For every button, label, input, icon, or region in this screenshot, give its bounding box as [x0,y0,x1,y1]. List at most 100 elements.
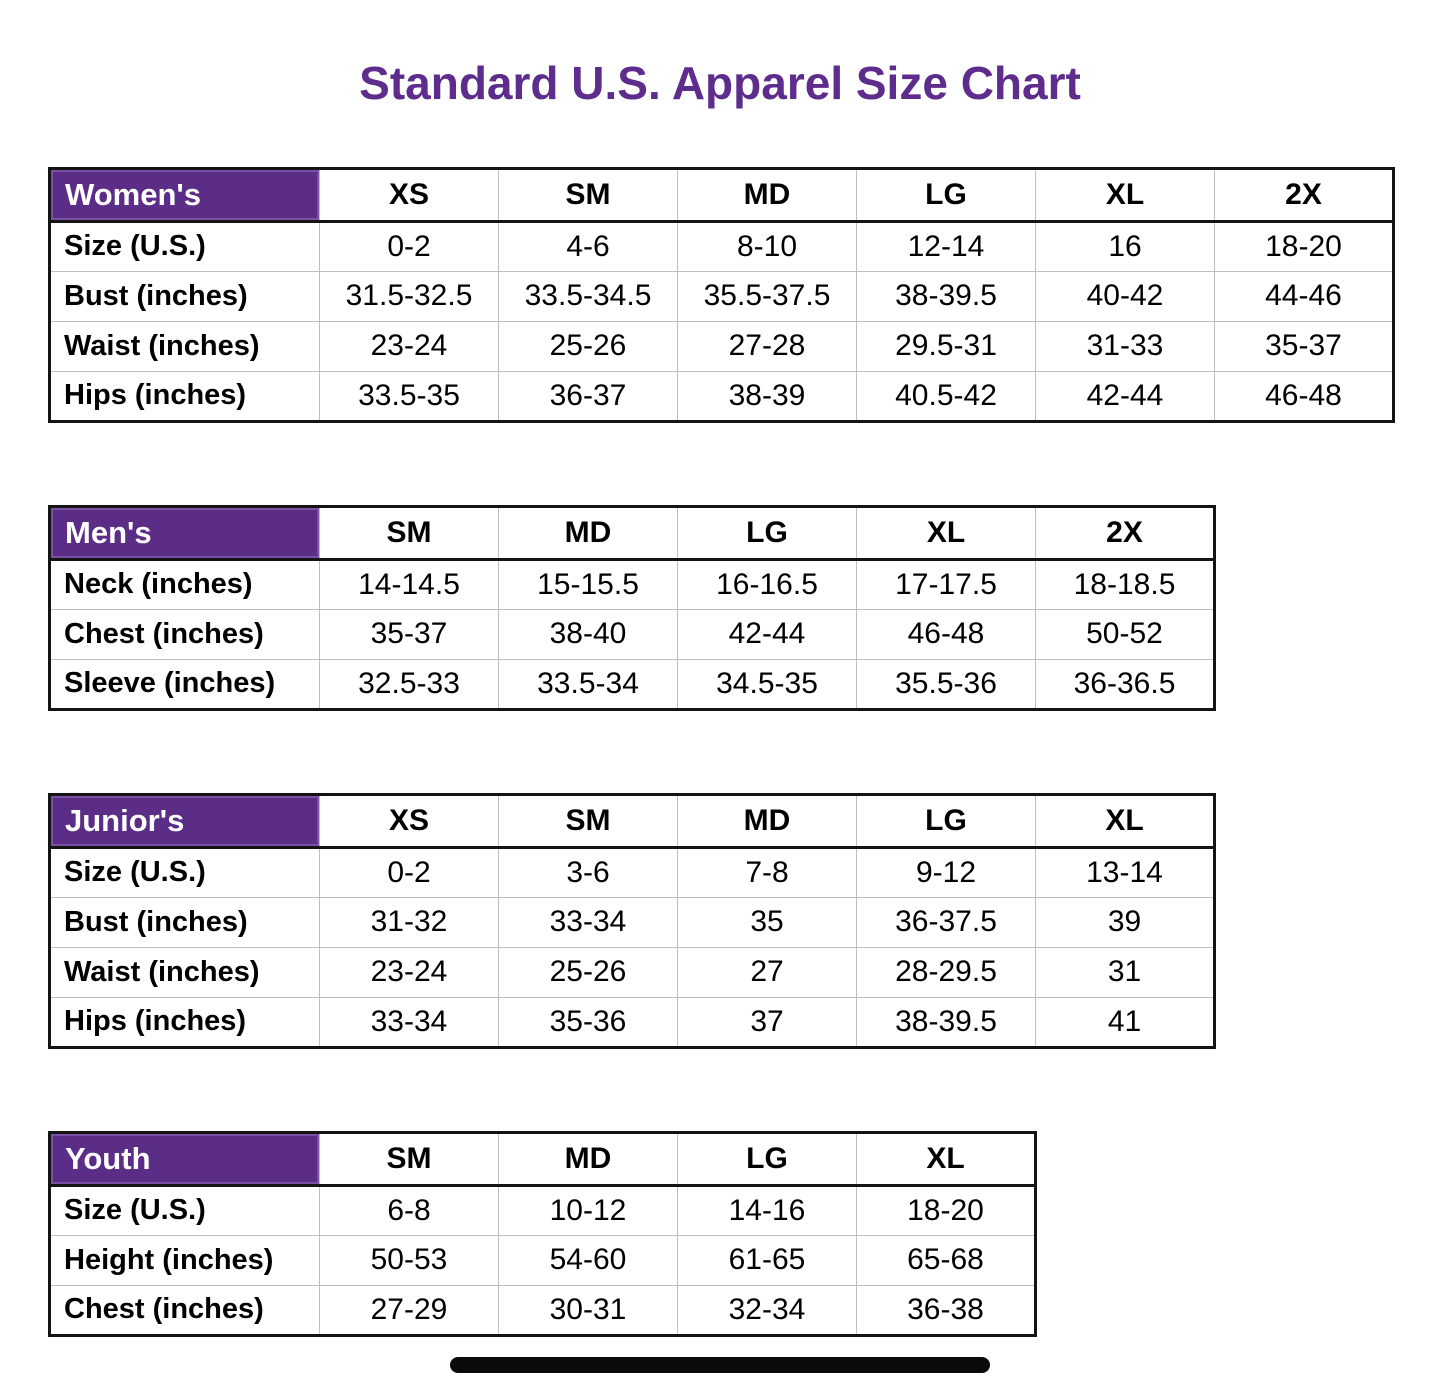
size-table-mens: Men's SM MD LG XL 2X Neck (inches) 14-14.5 15-15… [48,504,1216,711]
size-tables: Women's XS SM MD LG XL 2X Size (U.S.) 0-2 4-6 8-10… [48,166,1440,1337]
row-label: Size (U.S.) [49,220,320,272]
data-cell: 41 [1035,996,1215,1048]
row-label: Size (U.S.) [49,1184,320,1236]
data-cell: 4-6 [498,220,678,272]
page-title: Standard U.S. Apparel Size Chart [359,57,1081,109]
column-header: XL [1035,167,1215,223]
data-cell: 31 [1035,946,1215,998]
data-cell: 42-44 [1035,370,1215,422]
data-cell: 42-44 [677,608,857,660]
column-header: XL [856,505,1036,561]
data-cell: 28-29.5 [856,946,1036,998]
data-cell: 30-31 [498,1284,678,1336]
table-header-row: Junior's XS SM MD LG XL [49,793,1215,849]
column-header: LG [856,793,1036,849]
row-label: Height (inches) [49,1234,320,1286]
table-row: Chest (inches) 27-29 30-31 32-34 36-38 [49,1284,1036,1336]
data-cell: 29.5-31 [856,320,1036,372]
column-header: MD [677,793,857,849]
data-cell: 0-2 [319,220,499,272]
column-header: MD [677,167,857,223]
data-cell: 39 [1035,896,1215,948]
data-cell: 33.5-34 [498,658,678,710]
row-label: Chest (inches) [49,1284,320,1336]
data-cell: 18-20 [856,1184,1036,1236]
row-label: Chest (inches) [49,608,320,660]
data-cell: 25-26 [498,946,678,998]
data-cell: 6-8 [319,1184,499,1236]
data-cell: 16-16.5 [677,558,857,610]
column-header: LG [677,505,857,561]
column-header: SM [319,505,499,561]
data-cell: 12-14 [856,220,1036,272]
data-cell: 17-17.5 [856,558,1036,610]
table-row: Size (U.S.) 6-8 10-12 14-16 18-20 [49,1184,1036,1236]
data-cell: 9-12 [856,846,1036,898]
data-cell: 10-12 [498,1184,678,1236]
table-title-cell-womens: Women's [49,167,320,223]
table-row: Neck (inches) 14-14.5 15-15.5 16-16.5 17-17.… [49,558,1215,610]
horizontal-scrollbar-thumb[interactable] [450,1356,990,1373]
data-cell: 31.5-32.5 [319,270,499,322]
data-cell: 61-65 [677,1234,857,1286]
data-cell: 18-18.5 [1035,558,1215,610]
data-cell: 38-39.5 [856,996,1036,1048]
table-title-cell-mens: Men's [49,505,320,561]
data-cell: 32-34 [677,1284,857,1336]
table-row: Sleeve (inches) 32.5-33 33.5-34 34.5-35 35.5… [49,658,1215,710]
table-row: Bust (inches) 31.5-32.5 33.5-34.5 35.5-37.5… [49,270,1394,322]
data-cell: 37 [677,996,857,1048]
data-cell: 27-29 [319,1284,499,1336]
data-cell: 36-37.5 [856,896,1036,948]
data-cell: 14-16 [677,1184,857,1236]
row-label: Sleeve (inches) [49,658,320,710]
column-header: SM [498,167,678,223]
row-label: Size (U.S.) [49,846,320,898]
data-cell: 16 [1035,220,1215,272]
data-cell: 25-26 [498,320,678,372]
data-cell: 27-28 [677,320,857,372]
row-label: Neck (inches) [49,558,320,610]
data-cell: 35.5-37.5 [677,270,857,322]
data-cell: 27 [677,946,857,998]
data-cell: 46-48 [1214,370,1394,422]
data-cell: 8-10 [677,220,857,272]
column-header: LG [677,1131,857,1187]
data-cell: 38-40 [498,608,678,660]
column-header: XS [319,167,499,223]
data-cell: 31-32 [319,896,499,948]
table-row: Waist (inches) 23-24 25-26 27-28 29.5-31 31-3… [49,320,1394,372]
data-cell: 3-6 [498,846,678,898]
table-title-cell-juniors: Junior's [49,793,320,849]
data-cell: 31-33 [1035,320,1215,372]
data-cell: 7-8 [677,846,857,898]
data-cell: 50-53 [319,1234,499,1286]
row-label: Hips (inches) [49,996,320,1048]
table-header-row: Women's XS SM MD LG XL 2X [49,167,1394,223]
size-table-womens: Women's XS SM MD LG XL 2X Size (U.S.) 0-2 4-6 8-10… [48,166,1395,423]
data-cell: 38-39 [677,370,857,422]
row-label: Bust (inches) [49,270,320,322]
data-cell: 35.5-36 [856,658,1036,710]
data-cell: 13-14 [1035,846,1215,898]
data-cell: 32.5-33 [319,658,499,710]
data-cell: 15-15.5 [498,558,678,610]
data-cell: 34.5-35 [677,658,857,710]
data-cell: 36-38 [856,1284,1036,1336]
data-cell: 23-24 [319,946,499,998]
data-cell: 35-37 [1214,320,1394,372]
column-header: MD [498,1131,678,1187]
data-cell: 35 [677,896,857,948]
column-header: 2X [1035,505,1215,561]
data-cell: 35-36 [498,996,678,1048]
data-cell: 65-68 [856,1234,1036,1286]
table-row: Height (inches) 50-53 54-60 61-65 65-68 [49,1234,1036,1286]
column-header: LG [856,167,1036,223]
table-header-row: Men's SM MD LG XL 2X [49,505,1215,561]
data-cell: 50-52 [1035,608,1215,660]
data-cell: 33-34 [319,996,499,1048]
column-header: SM [319,1131,499,1187]
table-row: Size (U.S.) 0-2 3-6 7-8 9-12 13-14 [49,846,1215,898]
table-row: Hips (inches) 33.5-35 36-37 38-39 40.5-42 42-… [49,370,1394,422]
data-cell: 14-14.5 [319,558,499,610]
